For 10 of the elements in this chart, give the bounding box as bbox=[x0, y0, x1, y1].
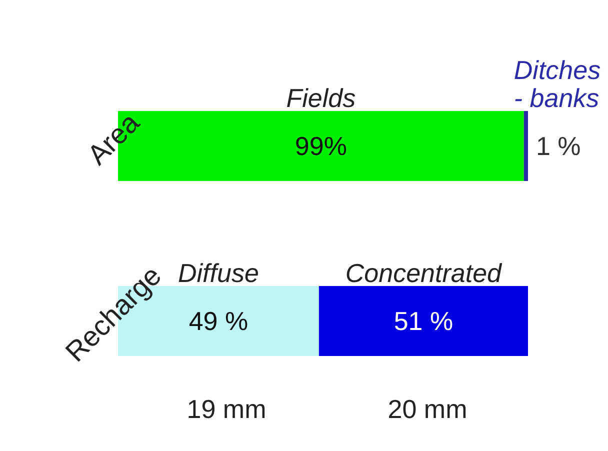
series-label: Concentrated bbox=[345, 258, 504, 288]
series-label: Ditches - banks bbox=[514, 55, 601, 113]
annotation: 19 mm bbox=[186, 394, 266, 424]
data-label: 99% bbox=[294, 131, 347, 161]
data-label: 51 % bbox=[394, 306, 454, 336]
series-label: Diffuse bbox=[178, 258, 259, 288]
data-label: 49 % bbox=[188, 306, 248, 336]
series-label: Fields bbox=[286, 83, 356, 113]
annotation: 20 mm bbox=[388, 394, 468, 424]
data-label: 1 % bbox=[536, 131, 581, 161]
